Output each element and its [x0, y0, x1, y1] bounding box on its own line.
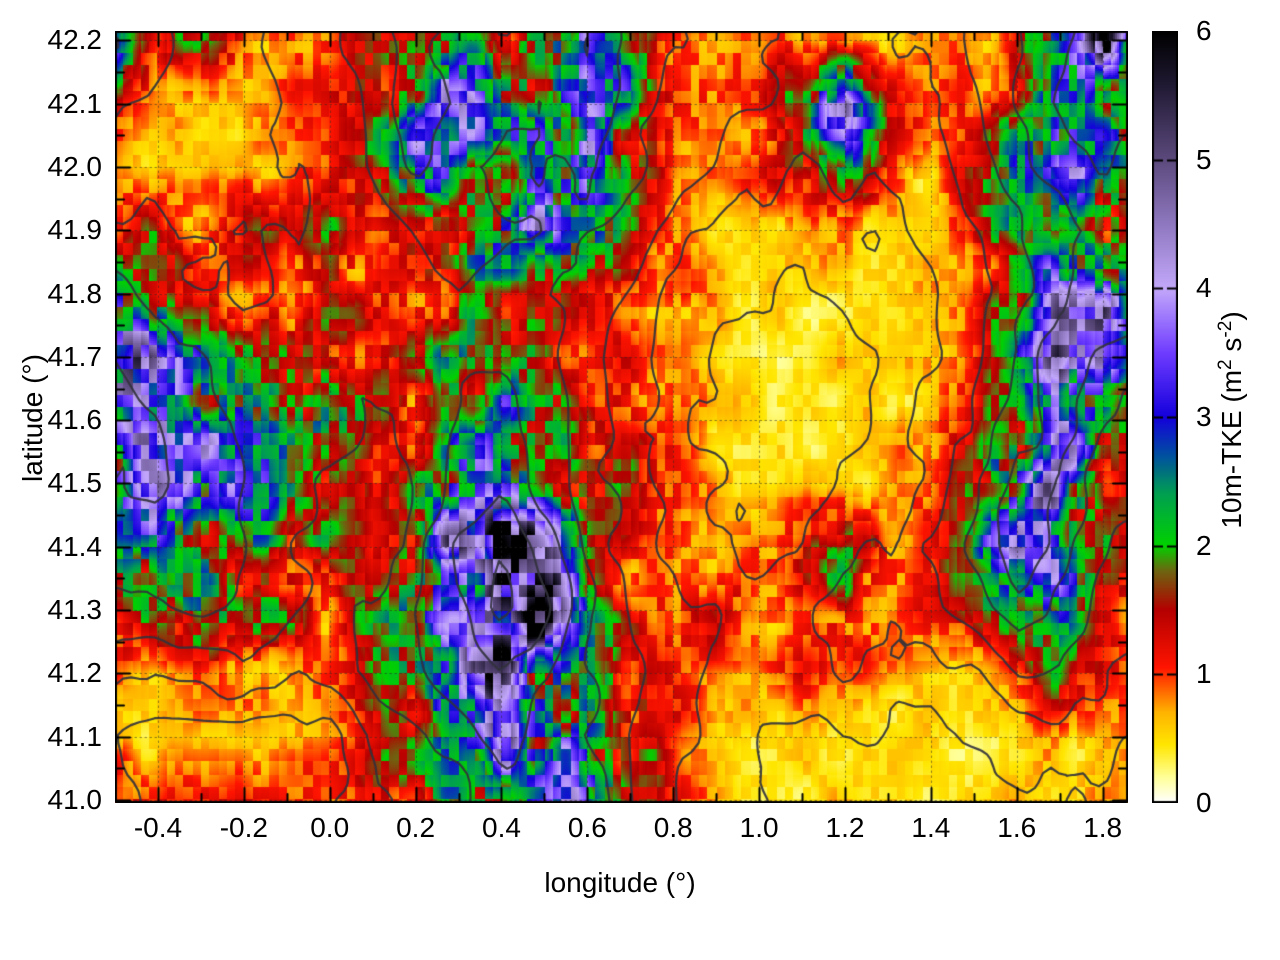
colorbar-tick-label: 0 [1196, 787, 1212, 818]
x-axis-title: longitude (°) [544, 867, 696, 898]
x-tick-label: 0.4 [482, 812, 521, 843]
x-tick-label: 0.0 [310, 812, 350, 843]
colorbar-title-mid: s [1216, 337, 1248, 360]
y-tick-label: 41.5 [47, 467, 103, 499]
x-tick-label: 0.2 [396, 812, 436, 843]
y-tick-label: 41.2 [47, 657, 103, 689]
colorbar-tick-label: 1 [1196, 658, 1212, 690]
x-tick-label: 0.6 [567, 812, 607, 843]
colorbar-tick-label: 5 [1196, 143, 1212, 175]
colorbar-tick-label: 3 [1196, 401, 1212, 432]
colorbar-tick-label: 2 [1196, 529, 1212, 561]
x-tick-label: 1.8 [1083, 812, 1123, 843]
y-tick-label: 41.1 [47, 720, 103, 752]
x-tick-label: 1.6 [997, 812, 1037, 843]
x-tick-label: 1.0 [739, 812, 779, 843]
y-tick-label: 41.7 [47, 340, 103, 372]
y-tick-label: 41.3 [47, 594, 103, 625]
colorbar-tick-label: 6 [1196, 15, 1212, 46]
x-tick-label: 1.2 [825, 812, 865, 843]
y-tick-label: 41.6 [47, 404, 103, 436]
y-tick-label: 42.2 [47, 24, 103, 56]
y-tick-label: 41.4 [47, 530, 103, 562]
y-tick-label: 41.0 [47, 783, 103, 815]
colorbar-title-text: 10m-TKE (m [1216, 369, 1248, 529]
x-tick-label: -0.4 [133, 812, 183, 843]
tke-heatmap-canvas [115, 31, 1128, 803]
y-tick-label: 42.0 [47, 151, 103, 183]
colorbar-title-sup-m2: 2 [1214, 359, 1236, 370]
x-tick-label: 0.8 [653, 812, 693, 843]
colorbar-title-sup-s2: -2 [1214, 320, 1236, 338]
y-tick-label: 41.9 [47, 214, 103, 246]
colorbar [1152, 31, 1178, 803]
x-tick-label: -0.2 [219, 812, 268, 843]
x-tick-label: 1.4 [911, 812, 951, 843]
y-tick-label: 42.1 [47, 87, 103, 119]
colorbar-tick-label: 4 [1196, 272, 1212, 304]
colorbar-title-close: ) [1216, 311, 1248, 321]
y-tick-label: 41.8 [47, 277, 103, 309]
